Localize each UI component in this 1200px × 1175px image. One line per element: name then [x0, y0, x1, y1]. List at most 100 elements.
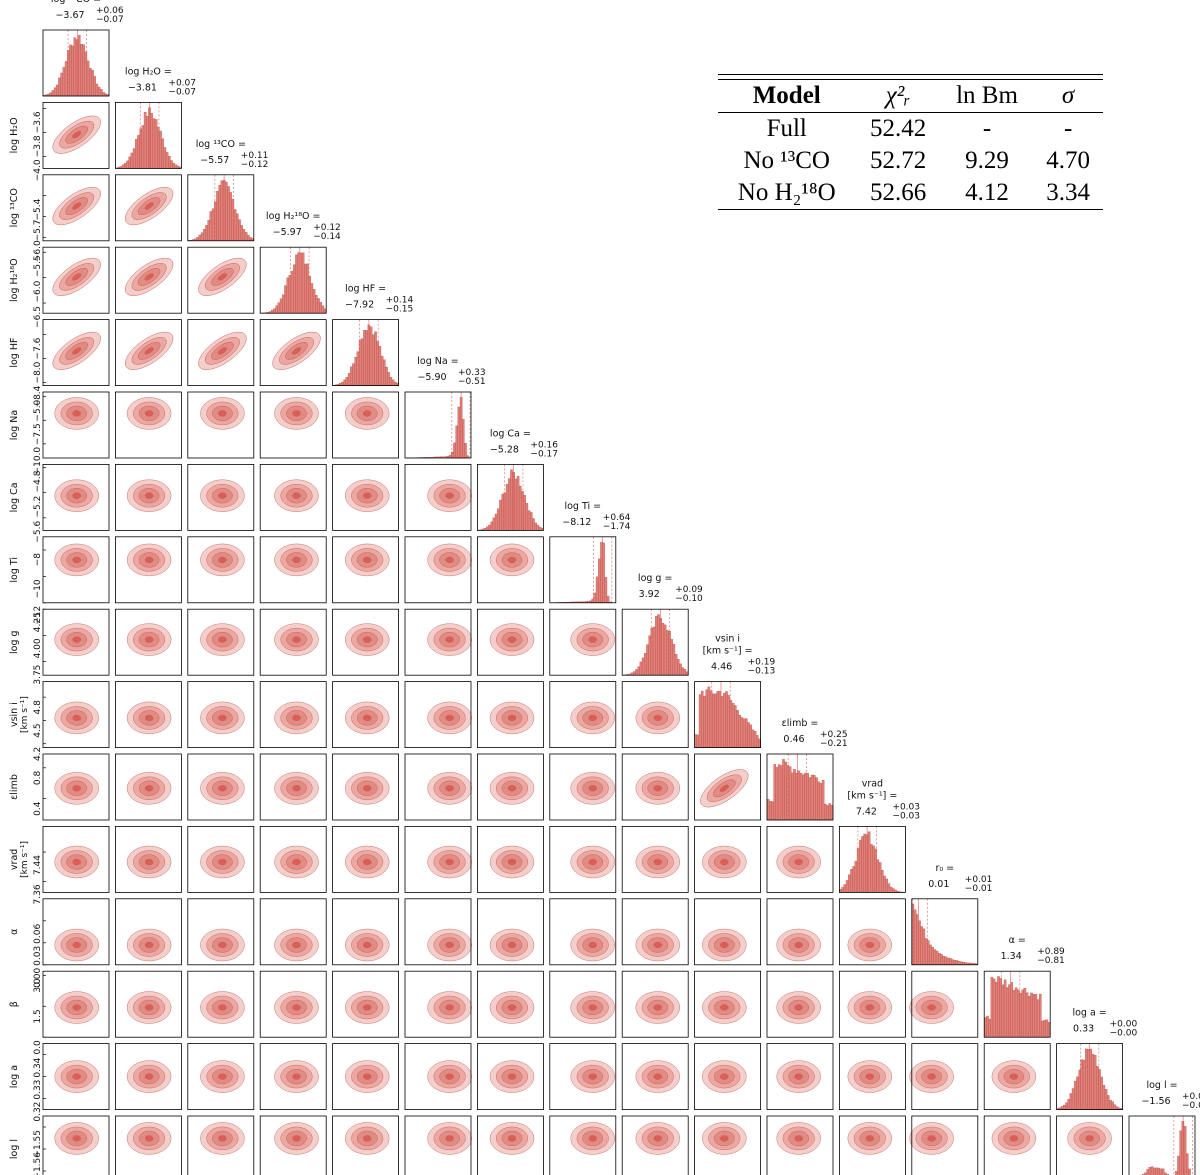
- contour-level: [507, 1135, 517, 1142]
- histogram-bar: [132, 148, 136, 169]
- contour-level: [292, 636, 301, 643]
- histogram-panel: log H₂¹⁸O = −5.97 +0.12−0.14: [259, 211, 341, 314]
- contour-level: [507, 858, 517, 866]
- contour-panel: [909, 1043, 979, 1110]
- histogram-bar: [1186, 1153, 1189, 1175]
- panel-frame: [983, 970, 1051, 1038]
- contour-panel: [404, 536, 472, 604]
- panel-title-minus: −0.12: [241, 160, 269, 170]
- histogram-bar: [387, 372, 390, 386]
- model-comparison-table: Model χ²ᵣ ln Bm σ Full 52.42 - - No ¹³CO…: [718, 74, 1103, 210]
- histogram-bar: [1188, 1168, 1191, 1175]
- panel-frame: [187, 463, 255, 531]
- panel-frame: [404, 608, 472, 676]
- histogram-bar: [850, 869, 853, 893]
- contour-panel: [115, 681, 182, 748]
- contour-panel: [187, 970, 255, 1038]
- contour-panel: 0.000.030.06α: [909, 1115, 979, 1175]
- histogram-bar: [808, 777, 812, 821]
- y-tick-label: −5.6: [33, 521, 43, 543]
- panel-frame: [621, 826, 689, 893]
- table-cell: No H₂¹⁸O: [718, 177, 856, 210]
- panel-frame: [404, 970, 472, 1038]
- panel-frame: [42, 826, 110, 893]
- contour-level: [292, 410, 301, 417]
- histogram-bar: [1157, 1167, 1160, 1175]
- histogram-bar: [1082, 1059, 1086, 1110]
- contour-panel: 3.75 4.00 4.25 log g: [9, 608, 110, 685]
- contour-panel: [332, 898, 400, 966]
- histogram-bar: [297, 252, 300, 314]
- panel-frame: [766, 826, 834, 893]
- panel-frame: [476, 536, 544, 604]
- contour-panel: [115, 463, 182, 531]
- contour-panel: −12 −10 −8 log Ti: [9, 536, 110, 625]
- y-axis-label: log H₂¹⁸O: [9, 258, 20, 302]
- contour-level: [217, 347, 227, 355]
- histogram-bar: [681, 667, 684, 676]
- contour-panel: [259, 463, 327, 531]
- panel-title-plus: +0.14: [386, 296, 414, 306]
- histogram-bar: [718, 691, 722, 748]
- contour-level: [218, 941, 227, 949]
- contour-level: [653, 941, 663, 949]
- panel-frame: [766, 898, 834, 966]
- histogram-bar: [310, 283, 314, 314]
- contour-level: [218, 410, 227, 417]
- contour-level: [588, 714, 597, 721]
- histogram-bar: [637, 666, 640, 676]
- contour-level: [588, 1004, 597, 1011]
- histogram-bar: [211, 208, 215, 241]
- panel-frame: [187, 970, 255, 1038]
- histogram-bar: [1063, 1104, 1066, 1110]
- panel-title-minus: −0.21: [820, 739, 848, 749]
- panel-title-plus: +0.25: [820, 730, 848, 740]
- contour-level: [445, 1073, 454, 1080]
- panel-frame: [404, 1043, 472, 1110]
- histogram-bar: [345, 377, 349, 386]
- histogram-bar: [374, 331, 377, 386]
- panel-frame: [332, 970, 400, 1038]
- panel-frame: [115, 681, 182, 748]
- histogram-bar: [372, 334, 375, 386]
- histogram-bar: [1008, 984, 1011, 1038]
- histogram-bar: [819, 783, 823, 821]
- histogram-bar: [1043, 1019, 1046, 1038]
- contour-panel: [115, 391, 182, 459]
- y-tick-label: 0.00: [33, 968, 43, 988]
- histogram-bar: [810, 774, 814, 821]
- table-cell: -: [982, 115, 992, 142]
- contour-level: [865, 941, 875, 949]
- histogram-bar: [942, 956, 945, 965]
- contour-level: [865, 1135, 875, 1142]
- contour-level: [218, 636, 227, 643]
- panel-frame: [115, 1043, 182, 1110]
- panel-title-value: 3.92: [639, 589, 660, 600]
- histogram-bar: [731, 703, 735, 748]
- histogram-bar: [826, 805, 829, 821]
- histogram-bar: [279, 298, 283, 314]
- y-tick-label: 4.2: [33, 747, 43, 761]
- contour-panel: [476, 753, 544, 821]
- histogram-bar: [455, 425, 458, 459]
- panel-title-plus: +0.64: [603, 513, 631, 523]
- histogram-bar: [593, 592, 597, 603]
- contour-panel: [766, 970, 834, 1038]
- panel-frame: [42, 898, 110, 966]
- table-row: No H₂¹⁸O 52.66 4.12 3.34: [718, 177, 1103, 210]
- histogram-panel: α = 1.34 +0.89−0.81: [983, 935, 1065, 1038]
- y-tick-label: −5.4: [33, 198, 43, 220]
- histogram-bar: [464, 443, 467, 459]
- contour-level: [720, 941, 729, 949]
- panel-title-value: −3.67: [55, 10, 84, 21]
- histogram-bar: [207, 219, 210, 241]
- histogram-bar: [319, 302, 322, 314]
- histogram-bar: [666, 630, 669, 676]
- histogram-panel: log Ca = −5.28 +0.16−0.17: [476, 428, 558, 531]
- histogram-bar: [1179, 1130, 1182, 1175]
- contour-level: [927, 1135, 936, 1142]
- histogram-bar: [780, 765, 783, 821]
- histogram-bar: [121, 164, 125, 169]
- histogram-bar: [863, 833, 866, 893]
